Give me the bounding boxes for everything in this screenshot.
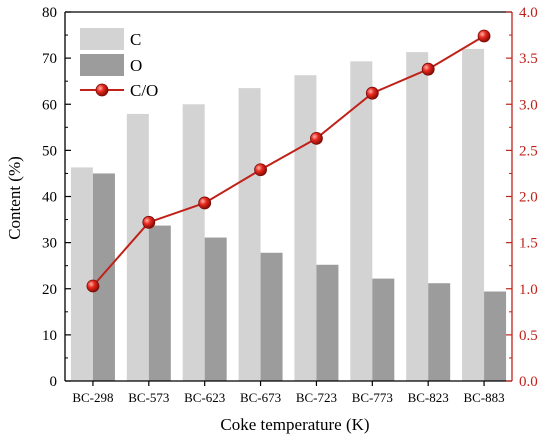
- y-tick-label: 60: [42, 97, 57, 113]
- x-tick-label-bc-623: BC-623: [184, 390, 225, 405]
- bar-o-bc-573: [148, 225, 171, 381]
- bar-o-bc-298: [92, 173, 115, 381]
- y2-tick-label: 4.0: [519, 5, 538, 21]
- x-axis-title: Coke temperature (K): [220, 415, 369, 434]
- x-tick-label-bc-823: BC-823: [408, 390, 449, 405]
- y-tick-label: 20: [42, 282, 57, 298]
- bars-layer: [70, 48, 507, 382]
- co-ratio-line: [92, 35, 485, 287]
- legend-swatch-o: [80, 54, 124, 76]
- y2-tick-label: 3.0: [519, 97, 538, 113]
- bar-c-bc-673: [238, 88, 261, 381]
- y-tick-label: 30: [42, 236, 57, 252]
- bar-c-bc-623: [182, 104, 205, 381]
- bar-c-bc-723: [294, 75, 317, 381]
- y-tick-label: 80: [42, 5, 57, 21]
- y-tick-label: 50: [42, 143, 57, 159]
- bar-c-bc-883: [462, 48, 485, 382]
- co-point-bc-298: [86, 279, 100, 293]
- legend-swatch-c: [80, 28, 124, 50]
- co-point-bc-773: [365, 86, 379, 100]
- line-layer: [86, 29, 491, 293]
- x-tick-label-bc-883: BC-883: [463, 390, 504, 405]
- legend-label-o: O: [130, 56, 142, 75]
- y2-tick-label: 3.5: [519, 51, 538, 67]
- y2-tick-label: 0.0: [519, 374, 538, 390]
- bar-c-bc-298: [70, 167, 93, 381]
- x-tick-label-bc-298: BC-298: [72, 390, 113, 405]
- bar-c-bc-823: [406, 52, 429, 381]
- legend-label-co: C/O: [130, 81, 158, 100]
- y-tick-label: 70: [42, 51, 57, 67]
- bar-o-bc-623: [204, 237, 227, 381]
- bar-o-bc-673: [260, 252, 283, 381]
- legend-label-c: C: [130, 30, 141, 49]
- x-tick-label-bc-673: BC-673: [240, 390, 281, 405]
- y2-tick-label: 2.0: [519, 190, 538, 206]
- x-tick-label-bc-723: BC-723: [296, 390, 337, 405]
- y2-tick-label: 1.5: [519, 236, 538, 252]
- axes-layer: 0 10 20 30 40 50 60 70 80 0.0 0.5 1.0 1.5 2.0 2.5 3.0 3.…: [42, 5, 538, 405]
- bar-c-bc-773: [350, 61, 373, 381]
- co-point-bc-723: [310, 131, 323, 145]
- bar-o-bc-823: [428, 283, 451, 381]
- y2-tick-label: 1.0: [519, 282, 538, 298]
- y2-tick-label: 0.5: [519, 328, 538, 344]
- bar-c-bc-573: [126, 113, 149, 381]
- co-point-bc-573: [142, 215, 156, 229]
- bar-o-bc-723: [316, 264, 339, 381]
- y2-tick-label: 2.5: [519, 143, 538, 159]
- co-point-bc-673: [254, 163, 267, 177]
- x-tick-label-bc-573: BC-573: [128, 390, 169, 405]
- legend: CO C/O: [80, 28, 158, 100]
- co-point-bc-883: [477, 29, 491, 43]
- co-point-bc-623: [198, 196, 212, 210]
- bar-o-bc-773: [372, 278, 395, 381]
- y-axis-title: Content (%): [5, 156, 24, 240]
- y-tick-label: 10: [42, 328, 57, 344]
- x-tick-label-bc-773: BC-773: [352, 390, 393, 405]
- bar-o-bc-883: [484, 291, 507, 381]
- co-point-bc-823: [421, 62, 435, 76]
- y-tick-label: 0: [50, 374, 58, 390]
- legend-marker-co: [95, 83, 109, 97]
- y-tick-label: 40: [42, 190, 57, 206]
